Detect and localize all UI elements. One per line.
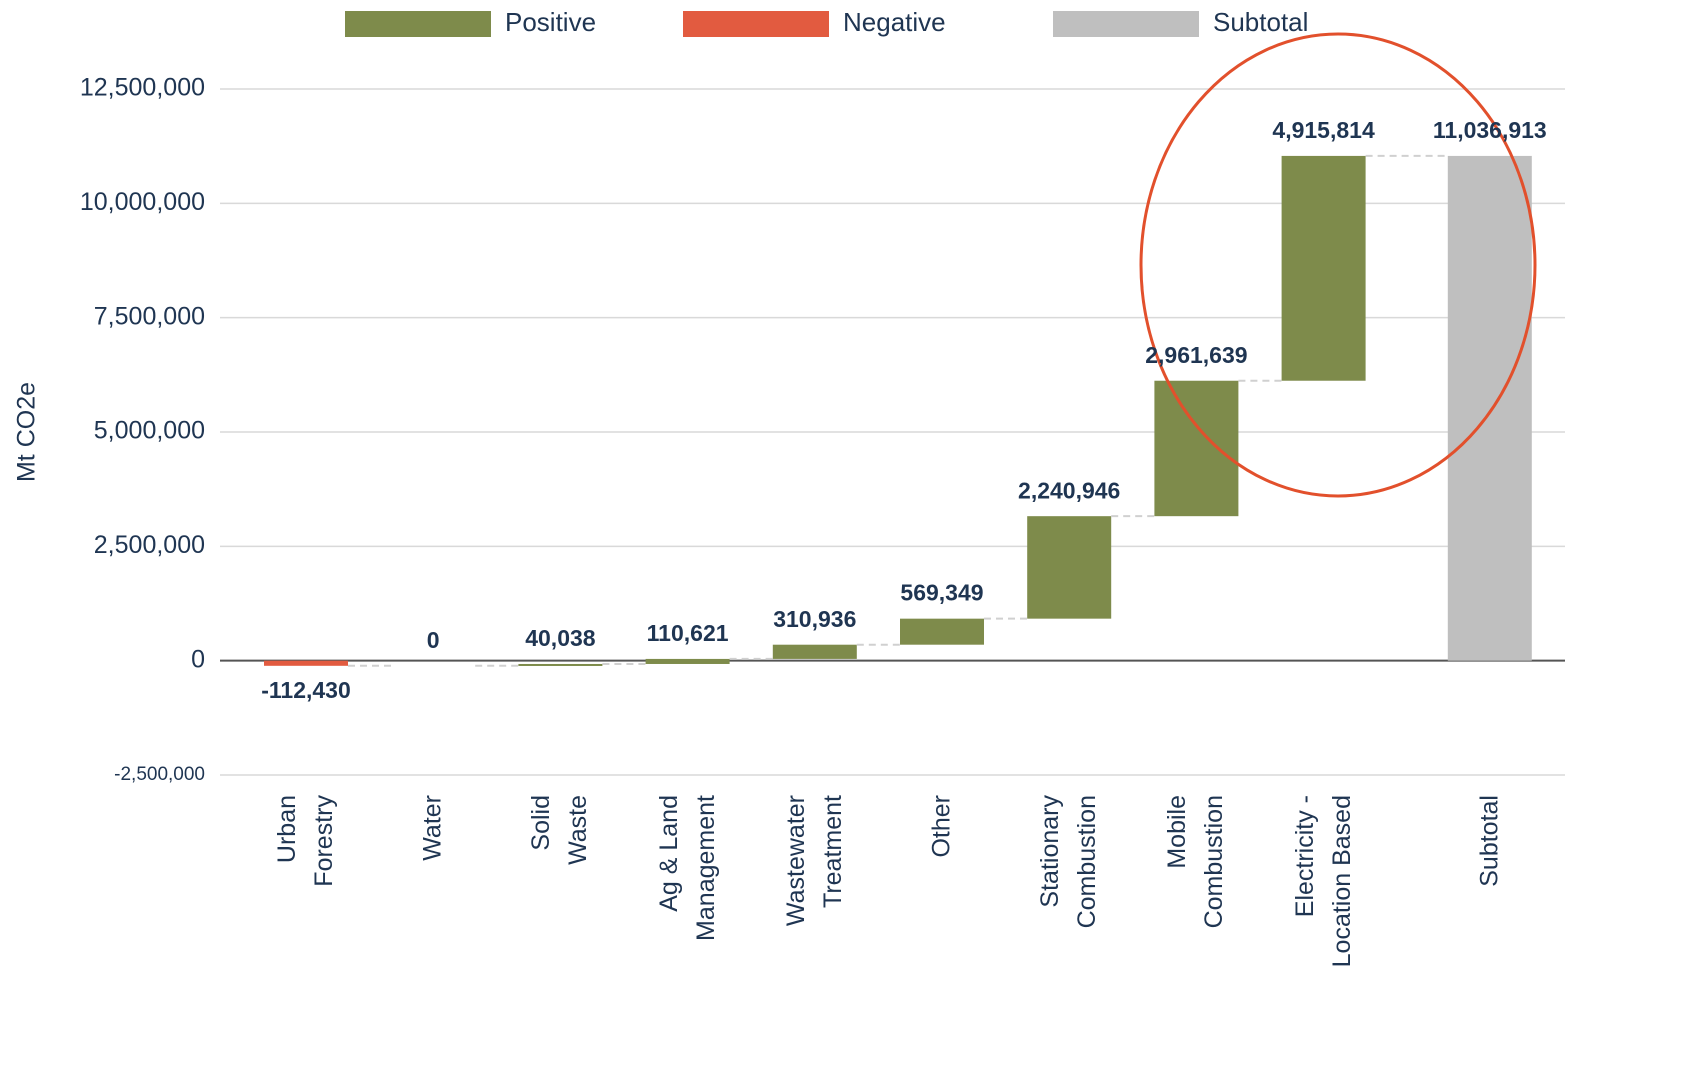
value-label: 110,621 <box>647 620 729 646</box>
y-tick-label: 7,500,000 <box>94 302 205 330</box>
y-tick-label: 12,500,000 <box>80 74 205 102</box>
y-tick-label: 2,500,000 <box>94 531 205 559</box>
bar <box>1154 380 1239 517</box>
value-label: 4,915,814 <box>1272 117 1375 143</box>
x-tick-label: Stationary Combustion <box>1036 795 1102 929</box>
y-tick-label: 10,000,000 <box>80 188 205 216</box>
legend-label: Positive <box>505 7 596 37</box>
value-label: 0 <box>427 627 440 653</box>
value-label: 310,936 <box>773 606 856 632</box>
x-tick-label: Electricity - Location Based <box>1290 795 1356 968</box>
legend-label: Subtotal <box>1213 7 1308 37</box>
bar <box>1447 155 1532 661</box>
y-tick-label: -2,500,000 <box>114 764 205 785</box>
bar <box>900 618 984 645</box>
value-label: -112,430 <box>261 677 351 703</box>
bar <box>1281 155 1366 381</box>
x-tick-label: Ag & Land Management <box>654 795 720 941</box>
bar <box>772 644 857 659</box>
value-label: 11,036,913 <box>1433 117 1547 143</box>
bar <box>645 658 730 664</box>
x-tick-label: Urban Forestry <box>273 795 338 887</box>
x-tick-label: Other <box>927 795 956 858</box>
value-label: 569,349 <box>900 580 983 606</box>
legend-swatch <box>1053 11 1199 37</box>
value-label: 40,038 <box>525 625 596 651</box>
x-tick-label: Wastewater Treatment <box>781 795 847 927</box>
y-tick-label: 0 <box>191 645 205 673</box>
highlight-ellipse <box>1139 32 1537 498</box>
x-tick-label: Subtotal <box>1475 795 1504 887</box>
y-axis-label: Mt CO2e <box>13 382 41 482</box>
x-tick-label: Mobile Combustion <box>1163 795 1229 929</box>
x-tick-label: Solid Waste <box>527 795 593 865</box>
legend-label: Negative <box>843 7 946 37</box>
y-tick-label: 5,000,000 <box>94 417 205 445</box>
bar <box>1027 516 1112 619</box>
legend-swatch <box>345 11 491 37</box>
legend-swatch <box>683 11 829 37</box>
bar <box>518 663 603 666</box>
bar <box>264 660 348 666</box>
value-label: 2,240,946 <box>1018 477 1120 503</box>
value-label: 2,961,639 <box>1145 342 1247 368</box>
x-tick-label: Water <box>418 795 447 861</box>
